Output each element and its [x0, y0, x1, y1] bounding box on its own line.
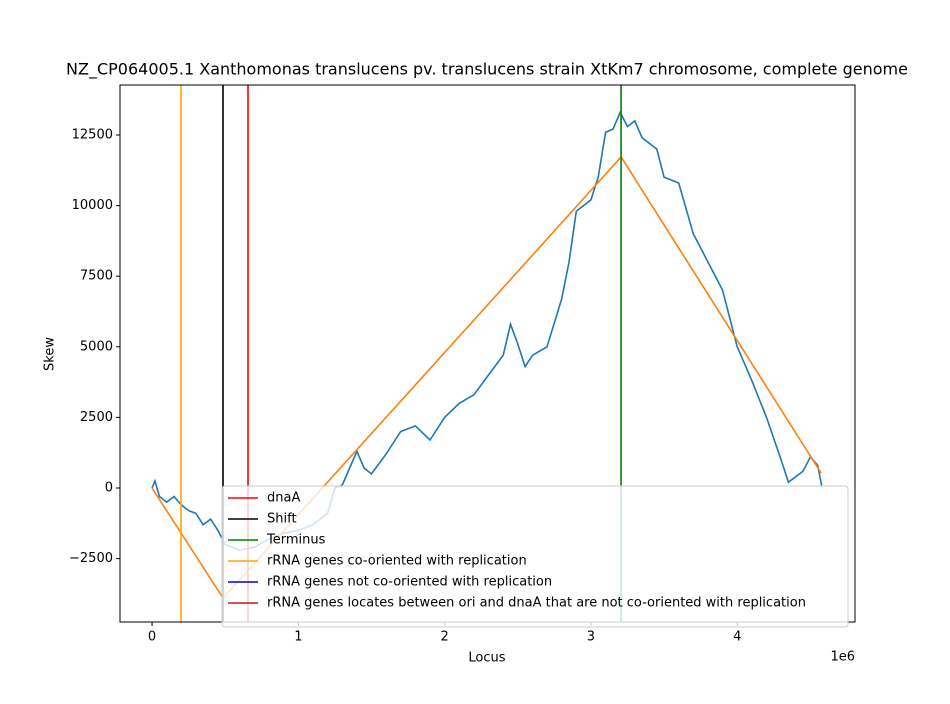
legend-label: rRNA genes not co-oriented with replicat…	[267, 575, 552, 590]
series-line	[151, 155, 822, 600]
y-tick-label: 0	[105, 480, 113, 495]
x-axis-label: Locus	[468, 651, 505, 666]
x-offset-label: 1e6	[830, 650, 855, 665]
legend-box	[221, 485, 849, 628]
legend-label: rRNA genes locates between ori and dnaA …	[267, 596, 806, 611]
legend: dnaA Shift Terminus rRNA genes co-oriented …	[221, 485, 849, 628]
y-tick-label: 7500	[80, 269, 113, 284]
y-tick-label: 10000	[72, 198, 113, 213]
y-tick-label: 12500	[72, 127, 113, 142]
x-tick-label: 0	[148, 630, 156, 645]
y-tick-label: 5000	[80, 339, 113, 354]
x-tick-label: 4	[733, 630, 741, 645]
y-axis-label: Skew	[43, 337, 58, 371]
legend-label: dnaA	[267, 491, 300, 506]
legend-label: Shift	[267, 512, 297, 527]
legend-label: rRNA genes co-oriented with replication	[267, 554, 527, 569]
y-tick-label: −2500	[69, 551, 113, 566]
x-tick-label: 2	[440, 630, 448, 645]
x-tick-label: 1	[294, 630, 302, 645]
chart-title: NZ_CP064005.1 Xanthomonas translucens pv…	[66, 60, 908, 80]
y-tick-label: 2500	[80, 410, 113, 425]
legend-label: Terminus	[266, 533, 326, 548]
x-tick-label: 3	[587, 630, 595, 645]
